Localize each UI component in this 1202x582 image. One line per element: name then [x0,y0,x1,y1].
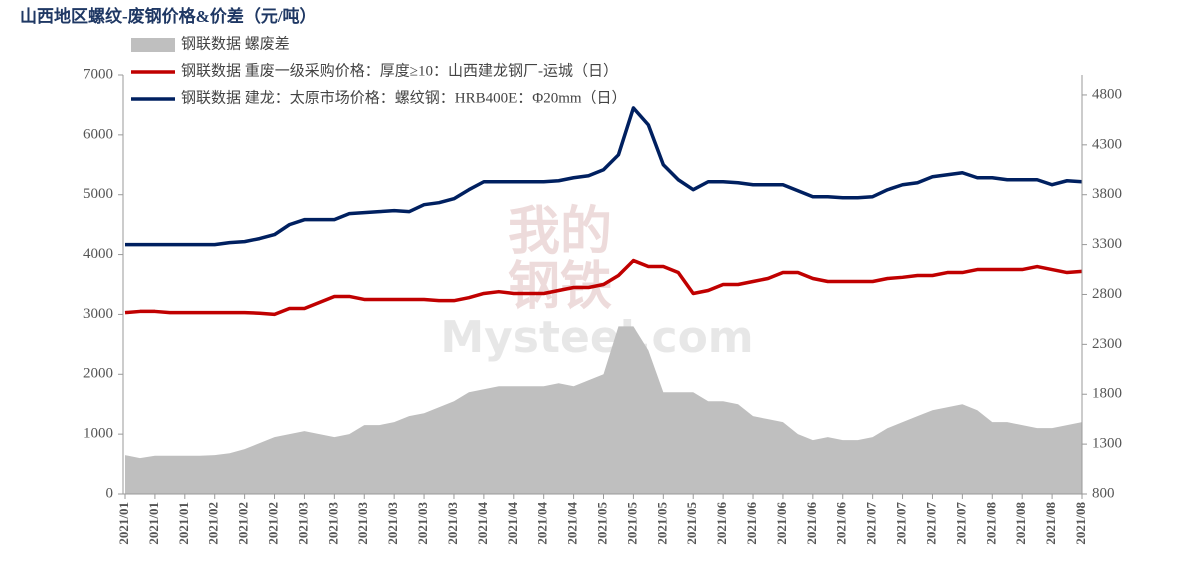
x-tick-label: 2021/05 [624,502,639,545]
line [125,106,1083,247]
x-tick-label: 2021/04 [505,502,520,545]
y2-tick-label: 3300 [1092,236,1122,252]
x-tick-label: 2021/05 [594,502,609,545]
line [124,258,1083,317]
x-tick-label: 2021/03 [385,502,400,545]
x-tick-label: 2021/02 [206,502,221,545]
x-tick-label: 2021/05 [654,502,669,545]
x-tick-label: 2021/01 [146,502,161,545]
x-tick-label: 2021/01 [116,502,131,545]
x-tick-label: 2021/03 [445,502,460,545]
legend-label: 钢联数据 螺废差 [181,35,290,52]
x-tick-label: 2021/03 [355,502,370,545]
x-tick-label: 2021/08 [1043,502,1058,545]
x-tick-label: 2021/06 [744,502,759,545]
y-tick-label: 5000 [83,186,113,202]
y2-tick-label: 1300 [1092,436,1122,452]
x-tick-label: 2021/03 [415,502,430,545]
legend-swatch [131,38,175,52]
x-tick-label: 2021/07 [894,502,909,545]
x-tick-label: 2021/04 [565,502,580,545]
area [125,326,1082,494]
x-tick-label: 2021/08 [1073,502,1088,545]
legend-label: 钢联数据 重废一级采购价格：厚度≥10：山西建龙钢厂-运城（日） [181,62,618,79]
y2-tick-label: 4800 [1092,86,1122,102]
x-tick-label: 2021/07 [953,502,968,545]
y-tick-label: 6000 [83,126,113,142]
y-tick-label: 3000 [83,306,113,322]
x-tick-label: 2021/03 [325,502,340,545]
x-tick-label: 2021/03 [295,502,310,545]
x-tick-label: 2021/05 [684,502,699,545]
y2-tick-label: 3800 [1092,186,1122,202]
watermark: 我的 [508,202,612,262]
x-tick-label: 2021/04 [475,502,490,545]
x-tick-label: 2021/07 [923,502,938,545]
x-tick-label: 2021/04 [535,502,550,545]
y2-tick-label: 2300 [1092,336,1122,352]
x-tick-label: 2021/07 [864,502,879,545]
watermark: Mysteel.com [440,312,753,363]
y-tick-label: 4000 [83,246,113,262]
x-tick-label: 2021/06 [714,502,729,545]
y2-tick-label: 800 [1092,485,1115,501]
y-tick-label: 0 [106,485,114,501]
y-tick-label: 7000 [83,66,113,82]
x-tick-label: 2021/02 [236,502,251,545]
x-tick-label: 2021/06 [774,502,789,545]
x-tick-label: 2021/06 [834,502,849,545]
y2-tick-label: 1800 [1092,386,1122,402]
x-tick-label: 2021/08 [983,502,998,545]
x-tick-label: 2021/08 [1013,502,1028,545]
y-tick-label: 2000 [83,366,113,382]
chart-title: 山西地区螺纹-废钢价格&价差（元/吨） [20,6,317,26]
y-tick-label: 1000 [83,426,113,442]
y2-tick-label: 2800 [1092,286,1122,302]
legend-label: 钢联数据 建龙：太原市场价格：螺纹钢：HRB400E：Φ20mm（日） [181,89,627,106]
y2-tick-label: 4300 [1092,136,1122,152]
x-tick-label: 2021/06 [804,502,819,545]
x-tick-label: 2021/01 [176,502,191,545]
x-tick-label: 2021/02 [266,502,281,545]
